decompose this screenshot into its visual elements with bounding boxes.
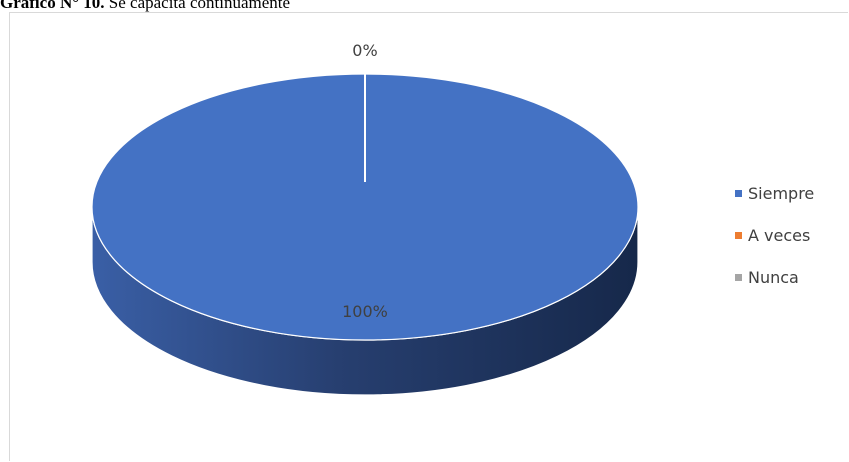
legend-swatch-a-veces <box>735 231 742 239</box>
data-label-siempre: 100% <box>342 302 388 321</box>
figure-number: Gráfico N° 10. <box>0 0 105 12</box>
figure-caption: Gráfico N° 10. Se capacita continuamente <box>0 0 290 13</box>
legend-label-nunca: Nunca <box>748 267 799 287</box>
figure-title: Se capacita continuamente <box>104 0 291 12</box>
legend-label-siempre: Siempre <box>748 183 815 203</box>
legend-item-siempre: Siempre <box>735 182 845 204</box>
data-label-a-veces: 0% <box>352 41 377 60</box>
legend-label-a-veces: A veces <box>748 225 811 245</box>
legend-swatch-siempre <box>735 189 742 197</box>
legend-swatch-nunca <box>735 273 742 281</box>
chart-frame <box>9 12 848 461</box>
legend-item-a-veces: A veces <box>735 224 845 246</box>
legend: Siempre A veces Nunca <box>735 182 845 308</box>
legend-item-nunca: Nunca <box>735 266 845 288</box>
